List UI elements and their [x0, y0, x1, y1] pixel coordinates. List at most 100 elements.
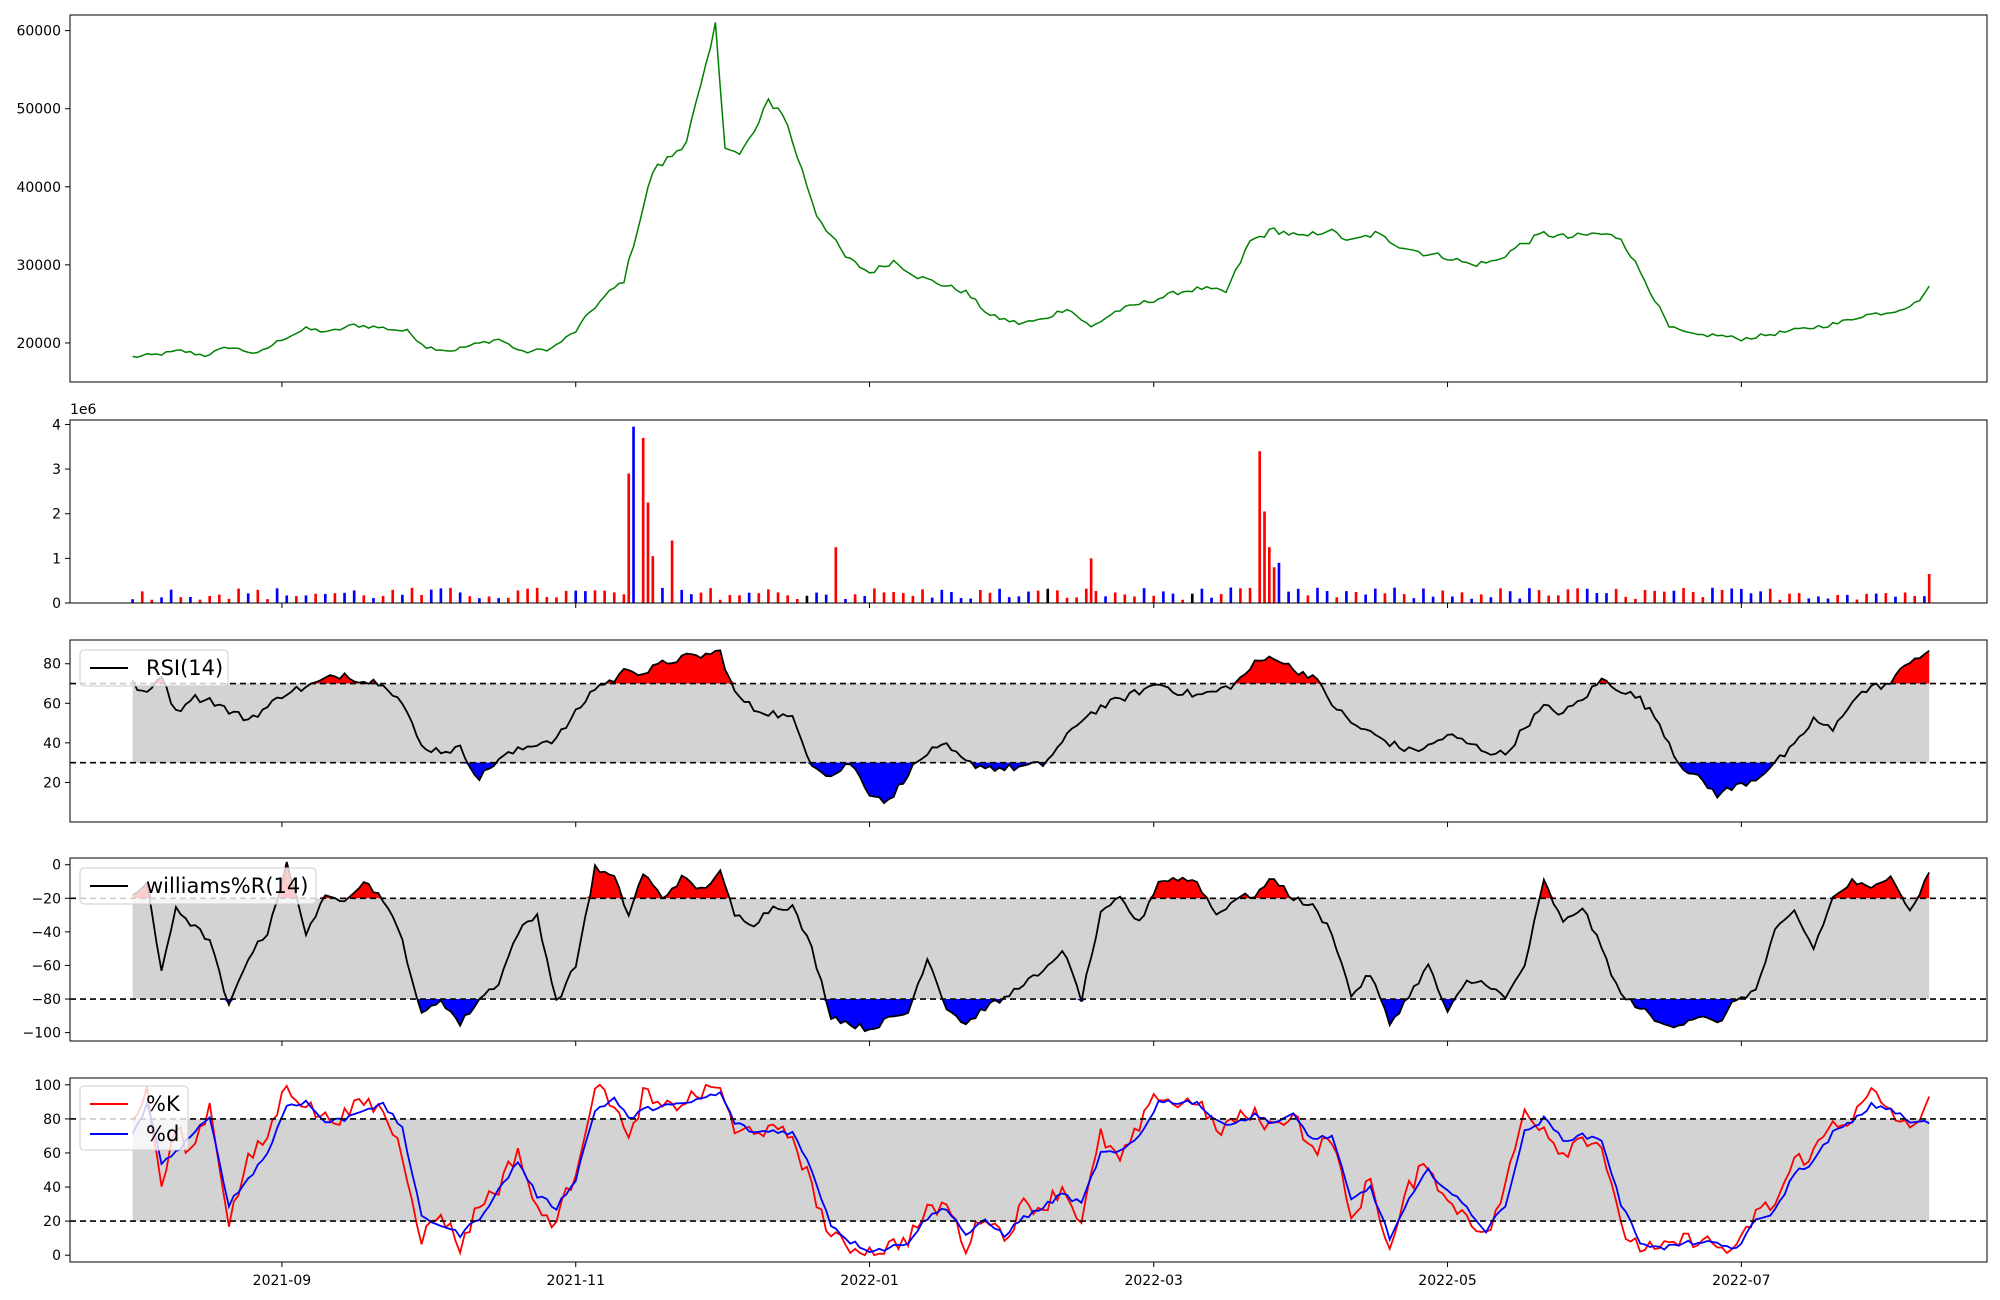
volume-bar [237, 588, 240, 603]
axes-frame [69, 14, 1988, 383]
volume-bar [612, 592, 616, 603]
price-panel: 20000 30000 40000 50000 60000 [16, 14, 1988, 387]
volume-bar [1614, 588, 1618, 603]
volume-bar [1142, 588, 1146, 603]
volume-bar [1499, 588, 1502, 603]
volume-bar [208, 595, 212, 603]
volume-bar [1807, 598, 1811, 603]
volume-bar [140, 591, 144, 603]
volume-bar [930, 597, 934, 603]
volume-bar [1749, 593, 1753, 603]
volume-bar [853, 594, 857, 603]
volume-bar [1402, 594, 1406, 603]
volume-bar [1691, 591, 1695, 603]
volume-bar [950, 591, 953, 603]
williams-panel: 0 −20 −40 −60 −80 −100 williams%R(14) [23, 857, 1988, 1046]
rsi-oversold-fill [132, 762, 1930, 804]
volume-ytick-label: 1 [52, 551, 61, 567]
volume-bar [227, 598, 231, 603]
volume-bar [1470, 598, 1473, 603]
volume-bar [1345, 591, 1348, 603]
williams-band [132, 898, 1930, 1000]
stochastic-panel: 0 20 40 60 80 100 2021-09 2021-11 2022-01 2022-03… [34, 1077, 1988, 1289]
volume-bar [1653, 590, 1656, 603]
volume-bar [1373, 588, 1377, 603]
volume-ytick-label: 2 [52, 507, 61, 523]
volume-bar [1133, 596, 1136, 603]
volume-bar [429, 589, 433, 603]
volume-bar [487, 596, 491, 603]
volume-bar [738, 595, 741, 603]
volume-bar [873, 588, 876, 603]
volume-bar [1605, 593, 1608, 603]
volume-bar [131, 599, 134, 603]
volume-bar [959, 598, 963, 603]
volume-bar [1248, 587, 1252, 603]
volume-bar [295, 596, 298, 603]
volume-bar [189, 596, 192, 603]
volume-bar [169, 589, 173, 603]
xtick-label: 2021-09 [253, 1273, 312, 1289]
volume-bar [1104, 596, 1107, 603]
volume-bar [1903, 592, 1907, 603]
volume-bar [1306, 595, 1310, 603]
volume-offset-text: 1e6 [70, 402, 97, 418]
volume-bar [564, 590, 568, 603]
stochastic-legend: %K %d [79, 1085, 189, 1151]
volume-bar [1518, 598, 1522, 603]
volume-bar [1528, 588, 1531, 603]
volume-bar [1258, 451, 1262, 603]
volume-bar [1759, 591, 1762, 603]
stochastic-ytick-label: 20 [43, 1214, 61, 1230]
williams-legend: williams%R(14) [79, 867, 317, 905]
rsi-legend: RSI(14) [79, 649, 229, 687]
volume-bar [1152, 595, 1156, 603]
price-ytick-label: 20000 [16, 336, 61, 352]
volume-bar [1556, 595, 1560, 603]
williams-ytick-label: −20 [31, 891, 61, 907]
volume-bar [217, 594, 221, 603]
axes-frame [69, 639, 1988, 823]
volume-bar [1874, 593, 1878, 603]
rsi-panel: 20 40 60 80 RSI(14) [43, 639, 1988, 827]
volume-bar [449, 587, 452, 603]
legend-box [79, 649, 229, 687]
axes-frame [69, 419, 1988, 604]
volume-bar [391, 589, 395, 603]
volume-bar [1263, 511, 1266, 603]
volume-bar [1788, 593, 1791, 603]
williams-ytick-label: −60 [31, 958, 61, 974]
volume-bar [646, 502, 650, 603]
volume-bar [882, 592, 886, 603]
volume-bar [333, 593, 337, 603]
volume-bar [969, 598, 973, 603]
volume-bar [815, 592, 818, 603]
volume-bar [863, 596, 867, 603]
volume-bar [535, 587, 539, 603]
legend-label: RSI(14) [146, 656, 223, 680]
volume-bar [246, 593, 250, 603]
volume-bar [1595, 593, 1599, 603]
williams-ytick-label: −80 [31, 992, 61, 1008]
volume-bar [1065, 597, 1069, 603]
volume-bar [1422, 588, 1425, 603]
volume-bar [401, 594, 404, 603]
volume-bar [1123, 594, 1127, 603]
volume-ytick-label: 4 [52, 417, 61, 433]
rsi-ytick-label: 20 [43, 775, 61, 791]
volume-bar [747, 592, 751, 603]
axes-frame [69, 857, 1988, 1042]
volume-bar [776, 592, 780, 603]
volume-bar [1884, 593, 1888, 603]
volume-bar [1272, 567, 1276, 603]
volume-bar [1200, 588, 1204, 603]
volume-bar [1634, 598, 1637, 603]
volume-bar [670, 540, 674, 603]
xtick-label: 2022-03 [1124, 1273, 1183, 1289]
price-line [132, 22, 1930, 359]
volume-bar [1239, 588, 1242, 603]
volume-bar [516, 590, 520, 603]
volume-bar [1181, 599, 1184, 603]
volume-bar [1913, 595, 1917, 603]
